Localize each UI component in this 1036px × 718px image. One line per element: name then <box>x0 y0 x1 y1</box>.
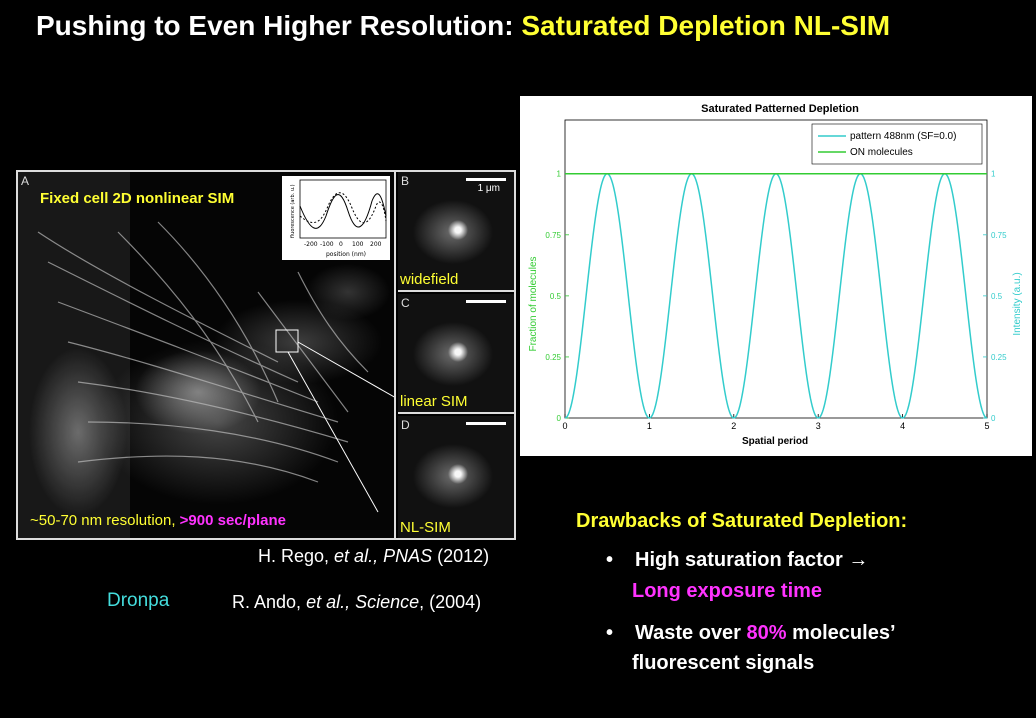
x-tick-label: 5 <box>984 421 989 431</box>
bullet-saturation-text: High saturation factor → <box>635 549 869 571</box>
y-right-tick-label: 0.25 <box>991 353 1007 362</box>
waste-prefix: Waste over <box>635 622 747 644</box>
x-axis-label: Spatial period <box>742 436 808 447</box>
x-tick-label: 3 <box>816 421 821 431</box>
drawbacks-title: Drawbacks of Saturated Depletion: <box>576 510 908 532</box>
panel-a-image: A Fixed cell 2D nonlinear SIM -200 -100 … <box>18 172 396 538</box>
y-left-tick-label: 1 <box>557 170 562 179</box>
panel-d-nl-sim: D NL-SIM <box>398 416 514 538</box>
panel-b-label: widefield <box>400 271 459 288</box>
ref2-prefix: R. Ando, <box>232 592 307 612</box>
ref1-prefix: H. Rego, <box>258 546 335 566</box>
y-right-tick-label: 1 <box>991 170 996 179</box>
inset-tick-5: 200 <box>370 241 382 248</box>
scale-bar-b <box>466 178 506 181</box>
zoom-box <box>275 329 299 353</box>
microscopy-figure: A Fixed cell 2D nonlinear SIM -200 -100 … <box>16 170 516 540</box>
y-left-tick-label: 0 <box>557 414 562 423</box>
inset-xlabel: position (nm) <box>326 251 366 258</box>
scale-bar-label: 1 μm <box>477 183 500 194</box>
title-prefix: Pushing to Even Higher Resolution: <box>36 10 522 41</box>
waste-suffix: molecules’ <box>786 622 896 644</box>
y-left-tick-label: 0.25 <box>545 353 561 362</box>
slide-title: Pushing to Even Higher Resolution: Satur… <box>36 10 890 42</box>
reference-rego: H. Rego, et al., PNAS (2012) <box>258 546 489 567</box>
panel-d-letter: D <box>401 418 410 432</box>
legend-series-on: ON molecules <box>850 147 913 158</box>
fluorescent-signals-text: fluorescent signals <box>632 652 815 674</box>
profile-inset: -200 -100 0 100 200 position (nm) fluore… <box>282 176 390 260</box>
title-highlight: Saturated Depletion NL-SIM <box>521 10 891 41</box>
plot-frame <box>564 119 988 419</box>
bullet-saturation: • High saturation factor → <box>606 549 869 572</box>
y-left-tick-label: 0.5 <box>550 292 562 301</box>
legend-series-pattern: pattern 488nm (SF=0.0) <box>850 131 956 142</box>
y-right-tick-label: 0.5 <box>991 292 1003 301</box>
panel-b-widefield: B 1 μm widefield <box>398 172 514 292</box>
inset-ylabel: fluorescence (arb. u.) <box>290 184 296 238</box>
fig-caption-top: Fixed cell 2D nonlinear SIM <box>40 190 235 207</box>
bullet-dot-2: • <box>606 622 614 644</box>
panel-c-linear-sim: C linear SIM <box>398 294 514 414</box>
fig-caption-bottom: ~50-70 nm resolution, >900 sec/plane <box>30 512 286 529</box>
panel-b-letter: B <box>401 174 410 188</box>
resolution-text: ~50-70 nm resolution, <box>30 512 180 529</box>
x-tick-label: 2 <box>731 421 736 431</box>
scale-bar-d <box>466 422 506 425</box>
inset-tick-4: 100 <box>352 241 364 248</box>
x-tick-label: 1 <box>647 421 652 431</box>
y-right-tick-label: 0 <box>991 414 996 423</box>
ref2-italic: et al., Science <box>306 592 420 612</box>
reference-ando: R. Ando, et al., Science, (2004) <box>232 592 481 613</box>
panel-a-letter: A <box>21 174 30 188</box>
inset-tick-1: -200 <box>304 241 318 248</box>
ref1-italic: et al., PNAS <box>334 546 433 566</box>
y-right-tick-label: 0.75 <box>991 231 1007 240</box>
x-tick-label: 4 <box>900 421 905 431</box>
long-exposure-text: Long exposure time <box>632 580 823 602</box>
y-left-tick-label: 0.75 <box>545 231 561 240</box>
panel-c-letter: C <box>401 296 410 310</box>
scale-bar-c <box>466 300 506 303</box>
chart-legend: pattern 488nm (SF=0.0) ON molecules <box>811 123 983 165</box>
y-axis-right-label: Intensity (a.u.) <box>1012 272 1023 335</box>
filament-texture <box>37 221 394 513</box>
inset-tick-2: -100 <box>320 241 334 248</box>
bullet-dot-1: • <box>606 549 614 571</box>
inset-tick-3: 0 <box>339 241 343 248</box>
bullet-waste: • Waste over 80% molecules’ <box>606 622 896 645</box>
ref1-suffix: (2012) <box>432 546 490 566</box>
time-per-plane: >900 sec/plane <box>179 512 286 529</box>
chart-title: Saturated Patterned Depletion <box>701 103 859 115</box>
dronpa-label: Dronpa <box>107 590 170 611</box>
widefield-region <box>18 172 130 538</box>
y-axis-left-label: Fraction of molecules <box>528 256 539 351</box>
panel-c-label: linear SIM <box>400 393 468 410</box>
x-tick-label: 0 <box>562 421 567 431</box>
profile-plot: -200 -100 0 100 200 position (nm) fluore… <box>290 179 387 258</box>
depletion-chart: Saturated Patterned Depletion 0 1 2 3 4 50 00.… <box>520 96 1032 456</box>
panel-d-label: NL-SIM <box>400 519 451 536</box>
waste-percent: 80% <box>746 622 787 644</box>
ref2-suffix: , (2004) <box>419 592 482 612</box>
